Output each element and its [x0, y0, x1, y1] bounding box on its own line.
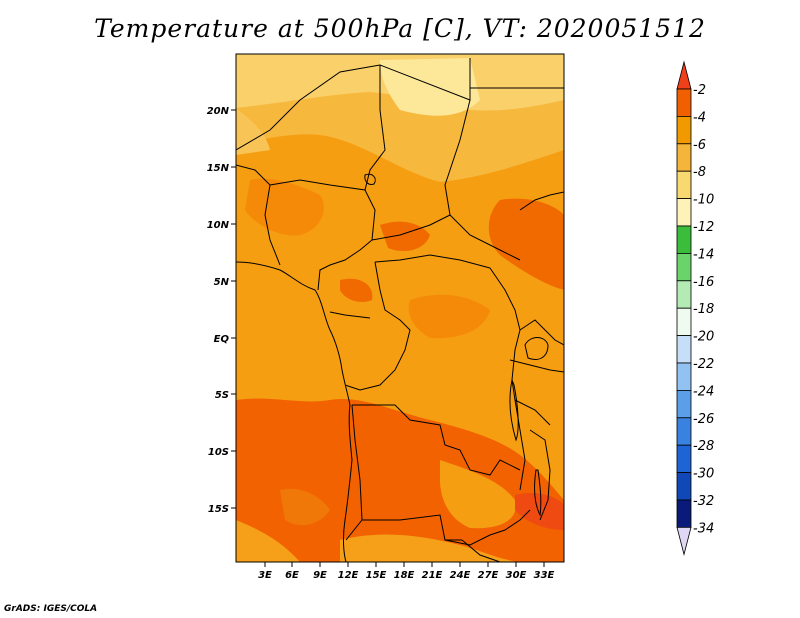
- colorbar-label: -28: [693, 439, 714, 454]
- lat-label-10s: 10S: [208, 447, 229, 458]
- border-horn: [519, 191, 564, 211]
- band-minus8-west: [236, 108, 270, 155]
- lon-label-9e: 9E: [313, 570, 327, 581]
- colorbar-label: -30: [693, 467, 714, 482]
- lon-label-21e: 21E: [422, 570, 443, 581]
- colorbar-label: -8: [693, 165, 706, 180]
- colorbar-swatch: [676, 170, 692, 199]
- colorbar-swatch: [676, 88, 692, 117]
- colorbar-label: -26: [693, 412, 714, 427]
- colorbar-swatch: [676, 143, 692, 172]
- colorbar-swatch: [676, 472, 692, 501]
- warm-patch-se: [515, 493, 564, 530]
- lon-label-18e: 18E: [394, 570, 415, 581]
- border-angola: [351, 404, 462, 541]
- colorbar-swatch: [676, 444, 692, 474]
- lat-label-15n: 15N: [207, 163, 230, 174]
- colorbar-label: -2: [693, 83, 706, 98]
- border-niger-nigeria: [269, 179, 376, 241]
- colorbar-swatch: [676, 362, 692, 391]
- country-borders: [236, 58, 564, 562]
- band-south-edge: [340, 534, 520, 562]
- latitude-axis: 20N 15N 10N 5N EQ 5S 10S 15S: [207, 106, 236, 515]
- band-minus10-patch: [380, 58, 480, 116]
- border-zambia: [444, 509, 531, 546]
- lon-label-33e: 33E: [534, 570, 555, 581]
- colorbar-label: -4: [693, 110, 706, 125]
- lat-label-10n: 10N: [207, 220, 230, 231]
- lat-label-eq: EQ: [214, 334, 230, 345]
- border-great-lakes: [509, 319, 564, 426]
- band-minus6-southwest: [236, 520, 300, 562]
- lon-label-24e: 24E: [450, 570, 471, 581]
- lake-tanganyika: [509, 378, 519, 442]
- border-sahara-1: [236, 64, 381, 151]
- lake-malawi: [534, 469, 542, 517]
- colorbar-swatch: [676, 225, 692, 254]
- colorbar-swatch: [676, 252, 692, 282]
- longitude-axis: 3E 6E 9E 12E 15E 18E 21E 24E 27E 30E 33E: [258, 562, 555, 581]
- colorbar-label: -16: [693, 275, 714, 290]
- lon-label-27e: 27E: [478, 570, 499, 581]
- colorbar-label: -34: [693, 521, 714, 536]
- colorbar-swatch: [676, 198, 692, 227]
- colorbar-label: -22: [693, 357, 714, 372]
- border-malawi: [529, 429, 551, 521]
- warm-patch-east: [488, 198, 564, 290]
- map-title: Temperature at 500hPa [C], VT: 202005151…: [94, 14, 706, 43]
- border-south: [345, 519, 501, 562]
- lon-label-6e: 6E: [285, 570, 299, 581]
- lon-label-15e: 15E: [366, 570, 387, 581]
- border-drc-east: [489, 267, 526, 491]
- lat-label-5n: 5N: [214, 277, 230, 288]
- coastline-west: [236, 261, 353, 562]
- cooler-tongue-south: [440, 460, 516, 529]
- colorbar-label: -14: [693, 247, 714, 262]
- colorbar-swatch: [676, 307, 692, 337]
- colorbar: -2 -4 -6 -8 -10 -12 -14 -16 -18 -20 -22 -24 -26 -28 -3…: [676, 60, 714, 556]
- cooler-south-west: [280, 488, 330, 526]
- lake-chad: [364, 173, 376, 185]
- colorbar-label: -6: [693, 138, 706, 153]
- colorbar-bottom-arrow: [676, 527, 692, 556]
- colorbar-label: -32: [693, 494, 714, 509]
- border-cameroon: [317, 239, 373, 291]
- lat-label-5s: 5S: [215, 390, 229, 401]
- border-drc-south: [352, 404, 521, 476]
- warm-patch-center3: [340, 278, 373, 302]
- lon-label-12e: 12E: [338, 570, 359, 581]
- colorbar-label: -20: [693, 330, 714, 345]
- colorbar-top-arrow: [676, 60, 692, 90]
- lat-label-15s: 15S: [208, 504, 229, 515]
- border-sahara-2: [364, 65, 386, 191]
- colorbar-swatch: [676, 280, 692, 309]
- warm-patch-center2: [408, 294, 490, 339]
- lake-victoria: [524, 337, 549, 360]
- lat-label-20n: 20N: [207, 106, 230, 117]
- warm-patch-nw: [245, 178, 324, 236]
- border-congo: [329, 261, 411, 391]
- grads-credit: GrADS: IGES/COLA: [4, 604, 98, 614]
- plot-frame: [235, 53, 565, 563]
- border-west-coast: [236, 164, 281, 266]
- colorbar-label: -10: [693, 193, 714, 208]
- colorbar-swatch: [676, 335, 692, 364]
- colorbar-label: -18: [693, 302, 714, 317]
- colorbar-swatch: [676, 499, 692, 528]
- lon-label-3e: 3E: [258, 570, 272, 581]
- colorbar-swatch: [676, 389, 692, 419]
- temperature-field: [236, 54, 564, 562]
- border-car: [371, 214, 491, 269]
- colorbar-swatch: [676, 116, 692, 145]
- colorbar-labels: -2 -4 -6 -8 -10 -12 -14 -16 -18 -20 -22 -24 -26 -28 -3…: [693, 83, 714, 536]
- lon-label-30e: 30E: [506, 570, 527, 581]
- colorbar-swatches: [676, 60, 692, 556]
- colorbar-label: -24: [693, 384, 714, 399]
- colorbar-swatch: [676, 417, 692, 446]
- colorbar-label: -12: [693, 220, 714, 235]
